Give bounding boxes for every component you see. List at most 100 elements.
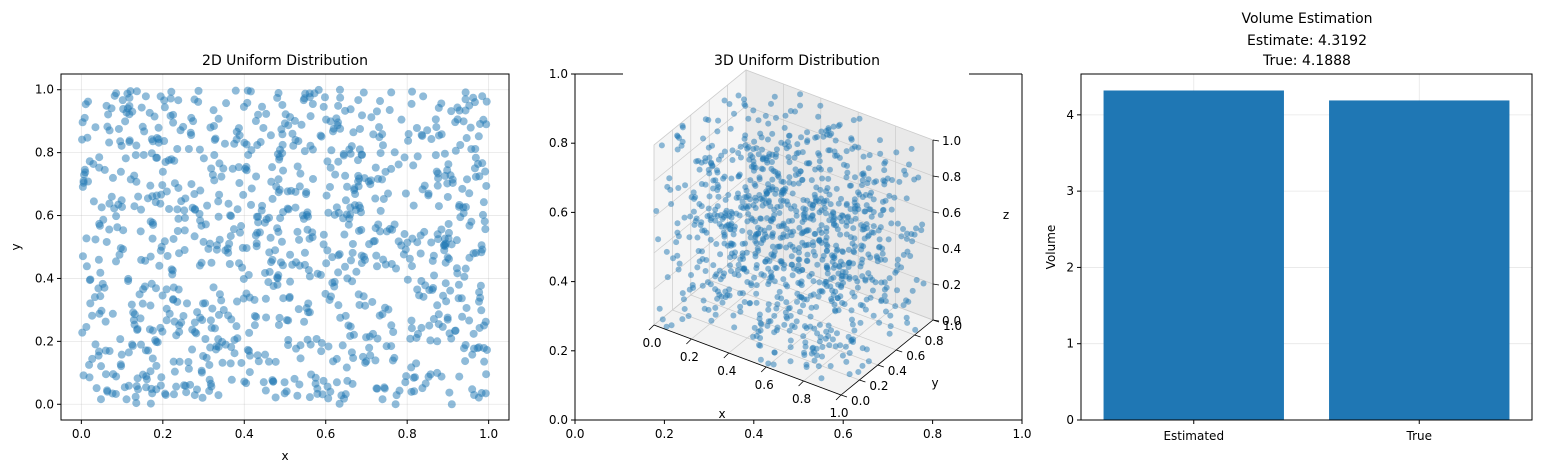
scatter-2d-point [300, 147, 309, 156]
scatter-3d-point [891, 194, 898, 201]
scatter-2d-ytick-label: 0.0 [35, 397, 54, 411]
scatter-2d-point [146, 301, 155, 310]
scatter-3d-point [860, 153, 867, 160]
scatter-2d-point [266, 131, 275, 140]
scatter-2d-point [117, 350, 126, 359]
scatter-3d-point [840, 261, 847, 268]
scatter-3d-point [767, 217, 774, 224]
tick-3d-x-mark [760, 366, 767, 373]
scatter-2d-point [317, 339, 326, 348]
tick-3d-y-label: 0.8 [925, 334, 944, 348]
scatter-2d-point [218, 358, 227, 367]
scatter-3d-point [765, 301, 772, 308]
scatter-2d-point [79, 178, 88, 187]
scatter-2d-point [479, 344, 488, 353]
scatter-2d-point [217, 296, 226, 305]
scatter-2d-point [481, 317, 490, 326]
scatter-3d-point [731, 324, 738, 331]
scatter-2d-point [176, 126, 185, 135]
scatter-2d-point [129, 308, 138, 317]
scatter-2d-point [407, 316, 416, 325]
scatter-2d-point [461, 88, 470, 97]
scatter-2d-point [95, 153, 104, 162]
scatter-2d-point [232, 322, 241, 331]
scatter-2d-point [340, 230, 349, 239]
scatter-3d-point [753, 333, 760, 340]
scatter-2d-point [371, 356, 380, 365]
scatter-3d-point [789, 322, 796, 329]
scatter-3d-point [686, 286, 693, 293]
scatter-2d-point [292, 258, 300, 267]
scatter-2d-point [146, 367, 155, 376]
scatter-2d-point [343, 182, 352, 191]
scatter-2d-point [468, 350, 477, 359]
axis-3d-x [653, 324, 842, 396]
scatter-3d-point [735, 173, 742, 180]
scatter-2d-point [158, 181, 167, 190]
scatter-2d-point [105, 225, 114, 234]
scatter-3d-point [752, 253, 759, 260]
scatter-3d-point [743, 249, 750, 256]
scatter-2d-point [388, 356, 397, 365]
scatter-3d-point [828, 295, 835, 302]
scatter-3d-point [752, 182, 759, 189]
scatter-2d-point [367, 113, 376, 122]
scatter-3d-point [847, 206, 854, 213]
scatter-2d-point [230, 349, 239, 358]
scatter-2d-point [132, 382, 141, 391]
scatter-3d-point [707, 236, 714, 243]
scatter-3d-point [798, 282, 805, 289]
scatter-3d-point [700, 297, 707, 304]
scatter-3d-point [823, 247, 830, 254]
scatter-2d-point [374, 174, 383, 183]
scatter-2d-point [235, 179, 244, 188]
scatter-3d-point [780, 179, 787, 186]
scatter-3d-point [808, 304, 815, 311]
scatter-2d-point [326, 163, 335, 172]
tick-3d-z-mark [932, 211, 940, 214]
scatter-2d-point [462, 134, 471, 143]
scatter-2d-point [474, 159, 483, 168]
scatter-2d-point [368, 329, 377, 338]
scatter-3d-point [789, 243, 796, 250]
scatter-3d-point [681, 214, 688, 221]
scatter-2d-point [339, 151, 348, 160]
scatter-3d-point [892, 269, 899, 276]
scatter-2d-point [477, 241, 486, 250]
scatter-3d-point [771, 206, 778, 213]
bar-title-line-3: True: 4.1888 [1262, 53, 1351, 69]
scatter-2d-point [465, 189, 474, 198]
scatter-2d-point [378, 141, 387, 150]
tick-3d-z-label: 0.0 [942, 314, 961, 328]
scatter-2d-point [129, 316, 138, 325]
scatter-3d-point [792, 166, 799, 173]
scatter-3d-point [793, 212, 800, 219]
scatter-2d-point [332, 354, 341, 363]
scatter-3d-point [909, 238, 916, 245]
scatter-3d-point [786, 159, 793, 166]
tick-3d-y-mark [877, 364, 884, 368]
scatter-2d-point [327, 146, 336, 155]
bar-ytick-label: 0 [1066, 413, 1074, 427]
scatter-3d-point [816, 227, 823, 234]
scatter-2d-point [233, 334, 242, 343]
scatter-2d-point [108, 173, 117, 182]
scatter-3d-point [851, 235, 858, 242]
scatter-2d-point [434, 235, 443, 244]
scatter-2d-point [446, 286, 455, 295]
scatter-3d-point [816, 279, 823, 286]
scatter-3d-point [869, 276, 876, 283]
scatter-2d-point [138, 299, 147, 308]
scatter-3d-point [843, 222, 850, 229]
scatter-3d-point [723, 212, 730, 219]
scatter-2d-point [410, 387, 419, 396]
scatter-2d-point [462, 303, 471, 312]
scatter-2d-point [359, 88, 368, 97]
scatter-3d-point [688, 194, 695, 201]
scatter-3d-point [760, 155, 766, 162]
scatter-2d-point [482, 97, 491, 106]
scatter-3d-point [705, 117, 712, 124]
scatter-3d-point [816, 158, 823, 165]
scatter-2d-point [136, 227, 145, 236]
scatter-3d-point [674, 220, 681, 227]
